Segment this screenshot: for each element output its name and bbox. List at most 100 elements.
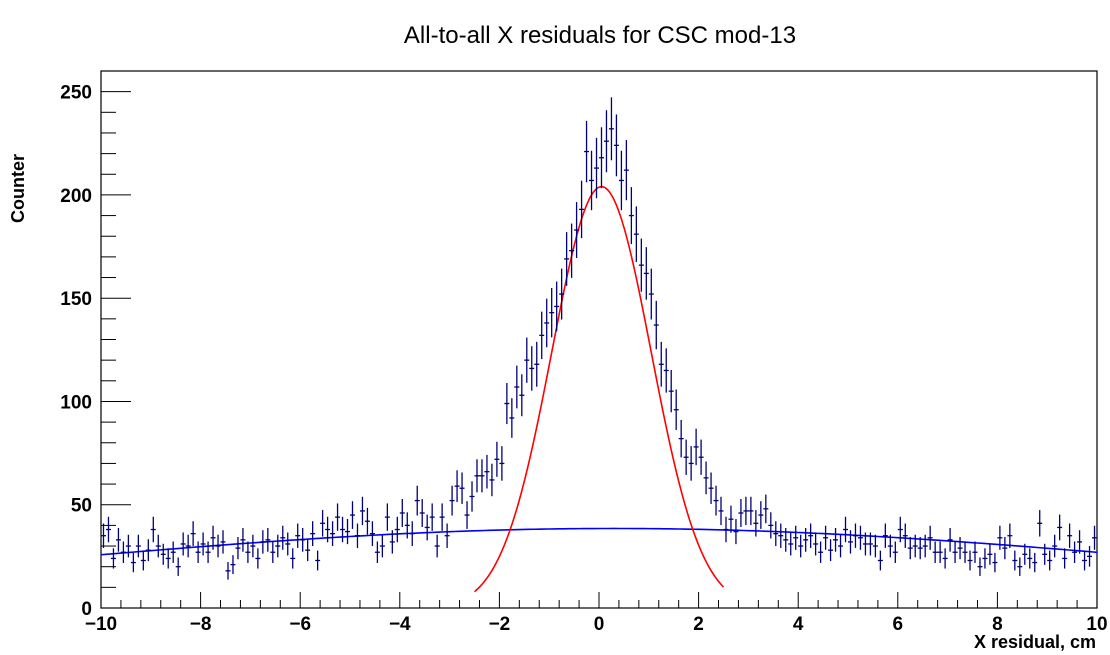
data-point bbox=[200, 532, 206, 556]
data-point bbox=[608, 97, 614, 161]
data-point bbox=[628, 187, 634, 245]
data-point bbox=[359, 496, 365, 526]
y-tick-label: 100 bbox=[60, 392, 92, 413]
data-point bbox=[668, 369, 674, 413]
data-point bbox=[409, 521, 415, 547]
data-point bbox=[838, 534, 844, 558]
x-axis-label: X residual, cm bbox=[974, 632, 1096, 652]
data-point bbox=[175, 557, 181, 576]
data-point bbox=[862, 532, 868, 556]
data-point bbox=[354, 523, 360, 548]
data-point bbox=[927, 525, 933, 550]
y-axis-label: Counter bbox=[8, 154, 28, 223]
data-point bbox=[160, 543, 166, 565]
x-tick-label: 8 bbox=[992, 614, 1003, 635]
data-point bbox=[389, 530, 395, 554]
data-point bbox=[374, 541, 380, 563]
data-point bbox=[603, 110, 609, 173]
data-point bbox=[489, 463, 495, 497]
x-tick-label: −8 bbox=[190, 614, 212, 635]
data-point bbox=[504, 382, 510, 425]
data-point bbox=[325, 516, 331, 543]
data-point bbox=[673, 389, 679, 430]
data-point bbox=[569, 223, 575, 278]
data-point bbox=[1082, 550, 1088, 571]
data-point bbox=[589, 150, 595, 211]
data-point bbox=[882, 523, 888, 548]
data-point bbox=[135, 534, 141, 558]
data-point bbox=[599, 127, 604, 189]
data-point bbox=[867, 532, 873, 556]
data-point bbox=[728, 505, 734, 533]
data-point bbox=[345, 519, 350, 545]
data-point bbox=[1092, 525, 1097, 550]
data-point bbox=[449, 485, 455, 516]
data-point bbox=[419, 498, 425, 528]
data-point bbox=[1057, 514, 1063, 541]
data-point bbox=[997, 525, 1003, 550]
data-point bbox=[444, 523, 450, 548]
data-point bbox=[758, 501, 764, 529]
data-point bbox=[399, 498, 405, 528]
data-point bbox=[260, 530, 266, 554]
data-point bbox=[623, 140, 629, 201]
data-point bbox=[394, 516, 400, 543]
data-point bbox=[738, 498, 744, 528]
data-point bbox=[638, 238, 644, 292]
data-point bbox=[748, 496, 754, 526]
data-point bbox=[773, 521, 779, 547]
data-point bbox=[215, 534, 221, 558]
data-point bbox=[793, 525, 799, 550]
data-point bbox=[843, 516, 848, 543]
data-point bbox=[439, 503, 445, 531]
data-point bbox=[1077, 530, 1083, 554]
data-point bbox=[285, 532, 291, 556]
data-point bbox=[788, 532, 794, 556]
data-point bbox=[350, 501, 355, 529]
y-tick-label: 200 bbox=[60, 186, 92, 207]
data-point bbox=[852, 523, 858, 548]
data-point bbox=[230, 555, 236, 575]
y-tick-label: 250 bbox=[60, 83, 92, 104]
data-point bbox=[1007, 523, 1013, 548]
data-point bbox=[245, 541, 251, 563]
data-point bbox=[723, 516, 729, 543]
data-point bbox=[379, 534, 385, 558]
data-point bbox=[658, 341, 664, 387]
x-tick-label: −2 bbox=[489, 614, 511, 635]
data-point bbox=[424, 514, 430, 541]
data-point bbox=[484, 454, 490, 489]
data-point bbox=[185, 534, 191, 558]
data-point bbox=[922, 534, 928, 558]
data-point bbox=[1022, 543, 1028, 565]
data-point bbox=[733, 519, 739, 545]
background-fit-curve bbox=[100, 527, 1098, 556]
data-point bbox=[155, 534, 161, 558]
data-point bbox=[519, 374, 525, 417]
data-point bbox=[414, 485, 420, 516]
data-point bbox=[145, 539, 151, 562]
data-point bbox=[688, 446, 694, 481]
data-point bbox=[932, 541, 938, 563]
data-point bbox=[872, 534, 878, 558]
data-point bbox=[509, 398, 515, 438]
data-point bbox=[529, 346, 535, 391]
data-point bbox=[982, 548, 988, 569]
data-point bbox=[574, 202, 580, 258]
data-point bbox=[255, 548, 261, 569]
data-point bbox=[907, 536, 913, 560]
data-point bbox=[987, 543, 993, 565]
data-point bbox=[678, 419, 684, 458]
data-point bbox=[1017, 557, 1023, 576]
data-point bbox=[310, 521, 316, 547]
data-point bbox=[693, 428, 699, 466]
data-point bbox=[857, 525, 863, 550]
data-point bbox=[554, 281, 560, 332]
data-point bbox=[140, 550, 146, 571]
x-tick-label: −10 bbox=[85, 614, 117, 635]
data-point bbox=[494, 441, 500, 477]
data-point bbox=[1037, 510, 1043, 537]
data-point bbox=[803, 527, 809, 552]
data-point bbox=[648, 268, 654, 320]
